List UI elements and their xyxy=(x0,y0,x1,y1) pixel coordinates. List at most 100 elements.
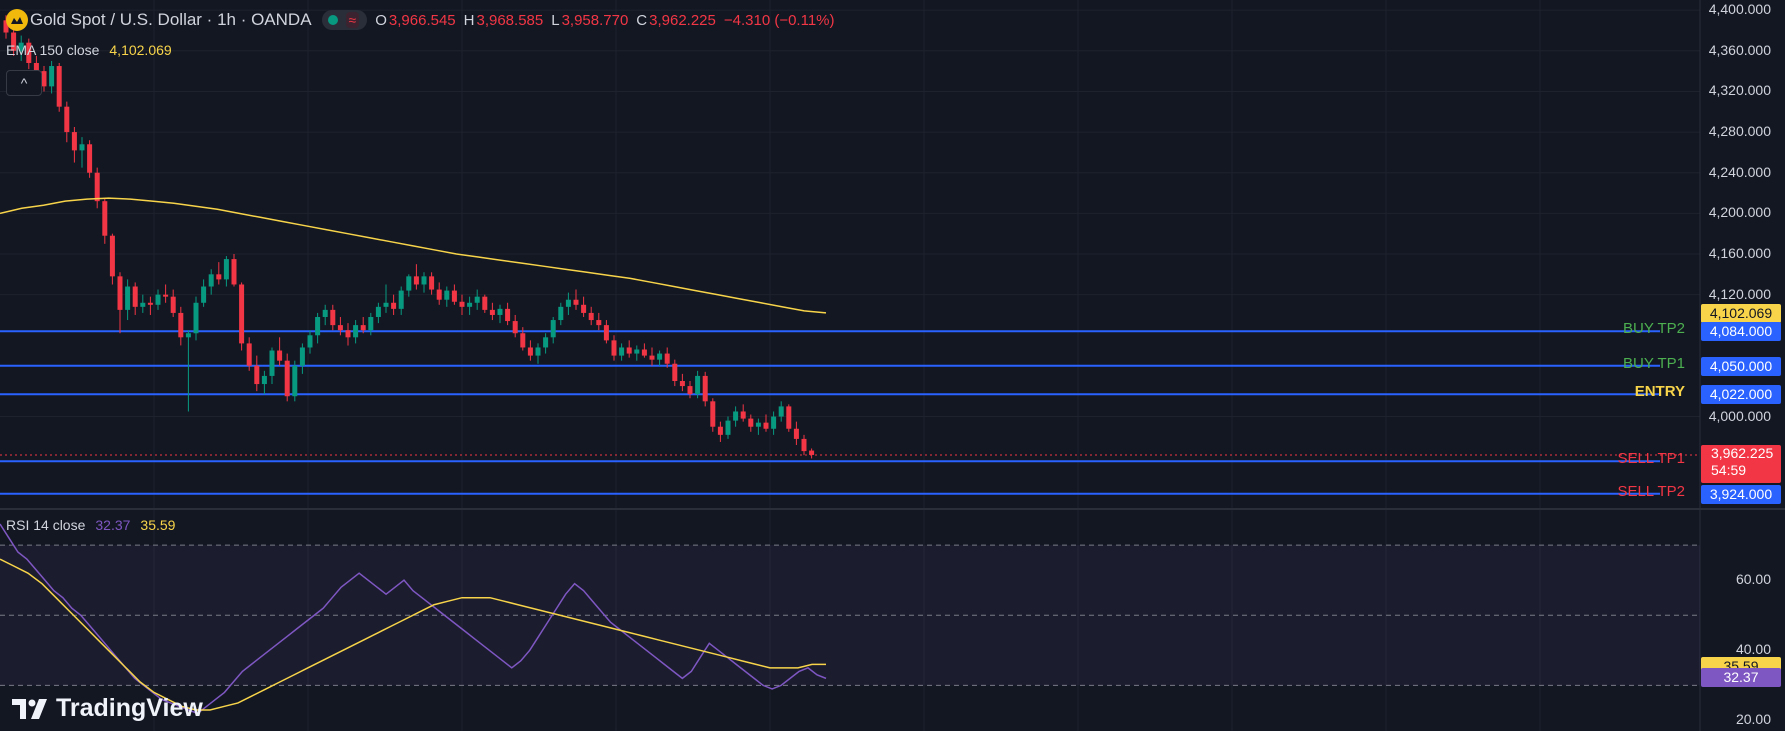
candle-body xyxy=(353,325,359,338)
candle-body xyxy=(786,406,792,429)
candle-body xyxy=(429,276,435,290)
market-status-pill[interactable]: ≈ xyxy=(321,10,368,30)
high-key: H xyxy=(463,11,475,29)
candle-body xyxy=(695,375,701,395)
low-key: L xyxy=(551,11,560,29)
candle-body xyxy=(611,340,617,356)
candle-body xyxy=(3,20,9,33)
price-axis-label: 4,000.000 xyxy=(1708,407,1771,424)
rsi-legend-label: RSI 14 close xyxy=(6,517,86,533)
collapse-legend-button[interactable]: ^ xyxy=(6,70,42,96)
symbol-title[interactable]: Gold Spot / U.S. Dollar · 1h · OANDA xyxy=(30,10,312,29)
current-price-tag: 3,962.225 54:59 xyxy=(1701,444,1781,483)
candle-body xyxy=(512,321,518,334)
candle-body xyxy=(261,375,267,385)
candle-body xyxy=(216,274,222,280)
candle-body xyxy=(733,411,739,421)
candle-body xyxy=(626,347,632,354)
price-axis-label: 4,120.000 xyxy=(1708,285,1771,302)
candle-body xyxy=(201,286,207,303)
candle-body xyxy=(330,309,336,326)
price-axis-label: 4,320.000 xyxy=(1708,82,1771,99)
candle-body xyxy=(558,306,564,321)
candle-body xyxy=(649,355,655,360)
change-value: −4.310 (−0.11%) xyxy=(723,11,835,29)
candle-body xyxy=(185,333,191,338)
candle-body xyxy=(375,306,381,317)
price-axis-label: 4,200.000 xyxy=(1708,204,1771,221)
candle-body xyxy=(687,386,693,395)
candle-body xyxy=(71,132,77,151)
candle-body xyxy=(793,428,799,439)
candle-body xyxy=(603,325,609,341)
candle-body xyxy=(641,349,647,356)
candle-body xyxy=(581,304,587,313)
candle-body xyxy=(809,450,815,455)
ema-line xyxy=(0,197,827,314)
candle-body xyxy=(573,299,579,305)
candle-body xyxy=(406,276,412,291)
candle-body xyxy=(421,276,427,285)
candle-body xyxy=(710,401,716,427)
candle-body xyxy=(596,320,602,326)
candle-body xyxy=(33,62,39,72)
candle-body xyxy=(337,325,343,331)
candle-body xyxy=(679,381,685,387)
price-tag: 4,084.000 xyxy=(1701,322,1781,342)
candle-body xyxy=(94,172,100,202)
candle-body xyxy=(269,350,275,376)
candle-body xyxy=(634,349,640,354)
candle-body xyxy=(56,66,62,107)
level-label: ENTRY xyxy=(1634,383,1685,401)
candle-body xyxy=(436,289,442,300)
rsi-legend-value: 32.37 xyxy=(95,517,131,533)
candle-body xyxy=(520,333,526,348)
candle-body xyxy=(170,296,176,313)
candle-body xyxy=(360,325,366,331)
price-axis-label: 4,400.000 xyxy=(1708,1,1771,18)
candle-body xyxy=(527,347,533,356)
price-axis-label: 4,360.000 xyxy=(1708,41,1771,58)
market-open-icon xyxy=(327,15,338,25)
candle-body xyxy=(383,302,389,307)
candle-body xyxy=(223,259,229,280)
price-tag: 4,022.000 xyxy=(1701,385,1781,405)
tradingview-logo-icon xyxy=(12,698,47,719)
candle-body xyxy=(740,411,746,419)
candle-body xyxy=(801,438,807,452)
candle-body xyxy=(193,302,199,334)
candle-body xyxy=(565,299,571,307)
candle-body xyxy=(11,32,17,51)
high-value: 3,968.585 xyxy=(476,11,544,29)
wave-icon: ≈ xyxy=(345,12,360,28)
ema-legend[interactable]: EMA 150 close 4,102.069 xyxy=(6,42,174,58)
candle-body xyxy=(208,274,214,287)
candle-body xyxy=(140,302,146,307)
candle-body xyxy=(588,312,594,321)
candle-body xyxy=(778,406,784,417)
candle-body xyxy=(125,286,131,310)
low-value: 3,958.770 xyxy=(561,11,629,29)
candle-body xyxy=(489,309,495,315)
price-axis-label: 4,240.000 xyxy=(1708,163,1771,180)
candle-body xyxy=(26,42,32,63)
candle-body xyxy=(619,347,625,356)
close-value: 3,962.225 xyxy=(649,11,716,29)
candle-body xyxy=(87,144,93,173)
candle-body xyxy=(763,422,769,429)
candle-body xyxy=(672,363,678,381)
ema-legend-value: 4,102.069 xyxy=(109,42,172,58)
price-axis-label: 4,160.000 xyxy=(1708,245,1771,261)
candle-body xyxy=(482,296,488,310)
candle-body xyxy=(117,276,123,310)
rsi-legend[interactable]: RSI 14 close 32.37 35.59 xyxy=(6,517,177,533)
bar-countdown: 54:59 xyxy=(1711,461,1747,478)
candle-body xyxy=(246,343,252,366)
candle-body xyxy=(299,347,305,366)
rsi-line xyxy=(0,523,827,715)
oanda-logo-icon xyxy=(6,9,28,31)
candle-body xyxy=(535,347,541,356)
price-tag: 3,924.000 xyxy=(1701,484,1781,504)
candle-body xyxy=(717,426,723,435)
